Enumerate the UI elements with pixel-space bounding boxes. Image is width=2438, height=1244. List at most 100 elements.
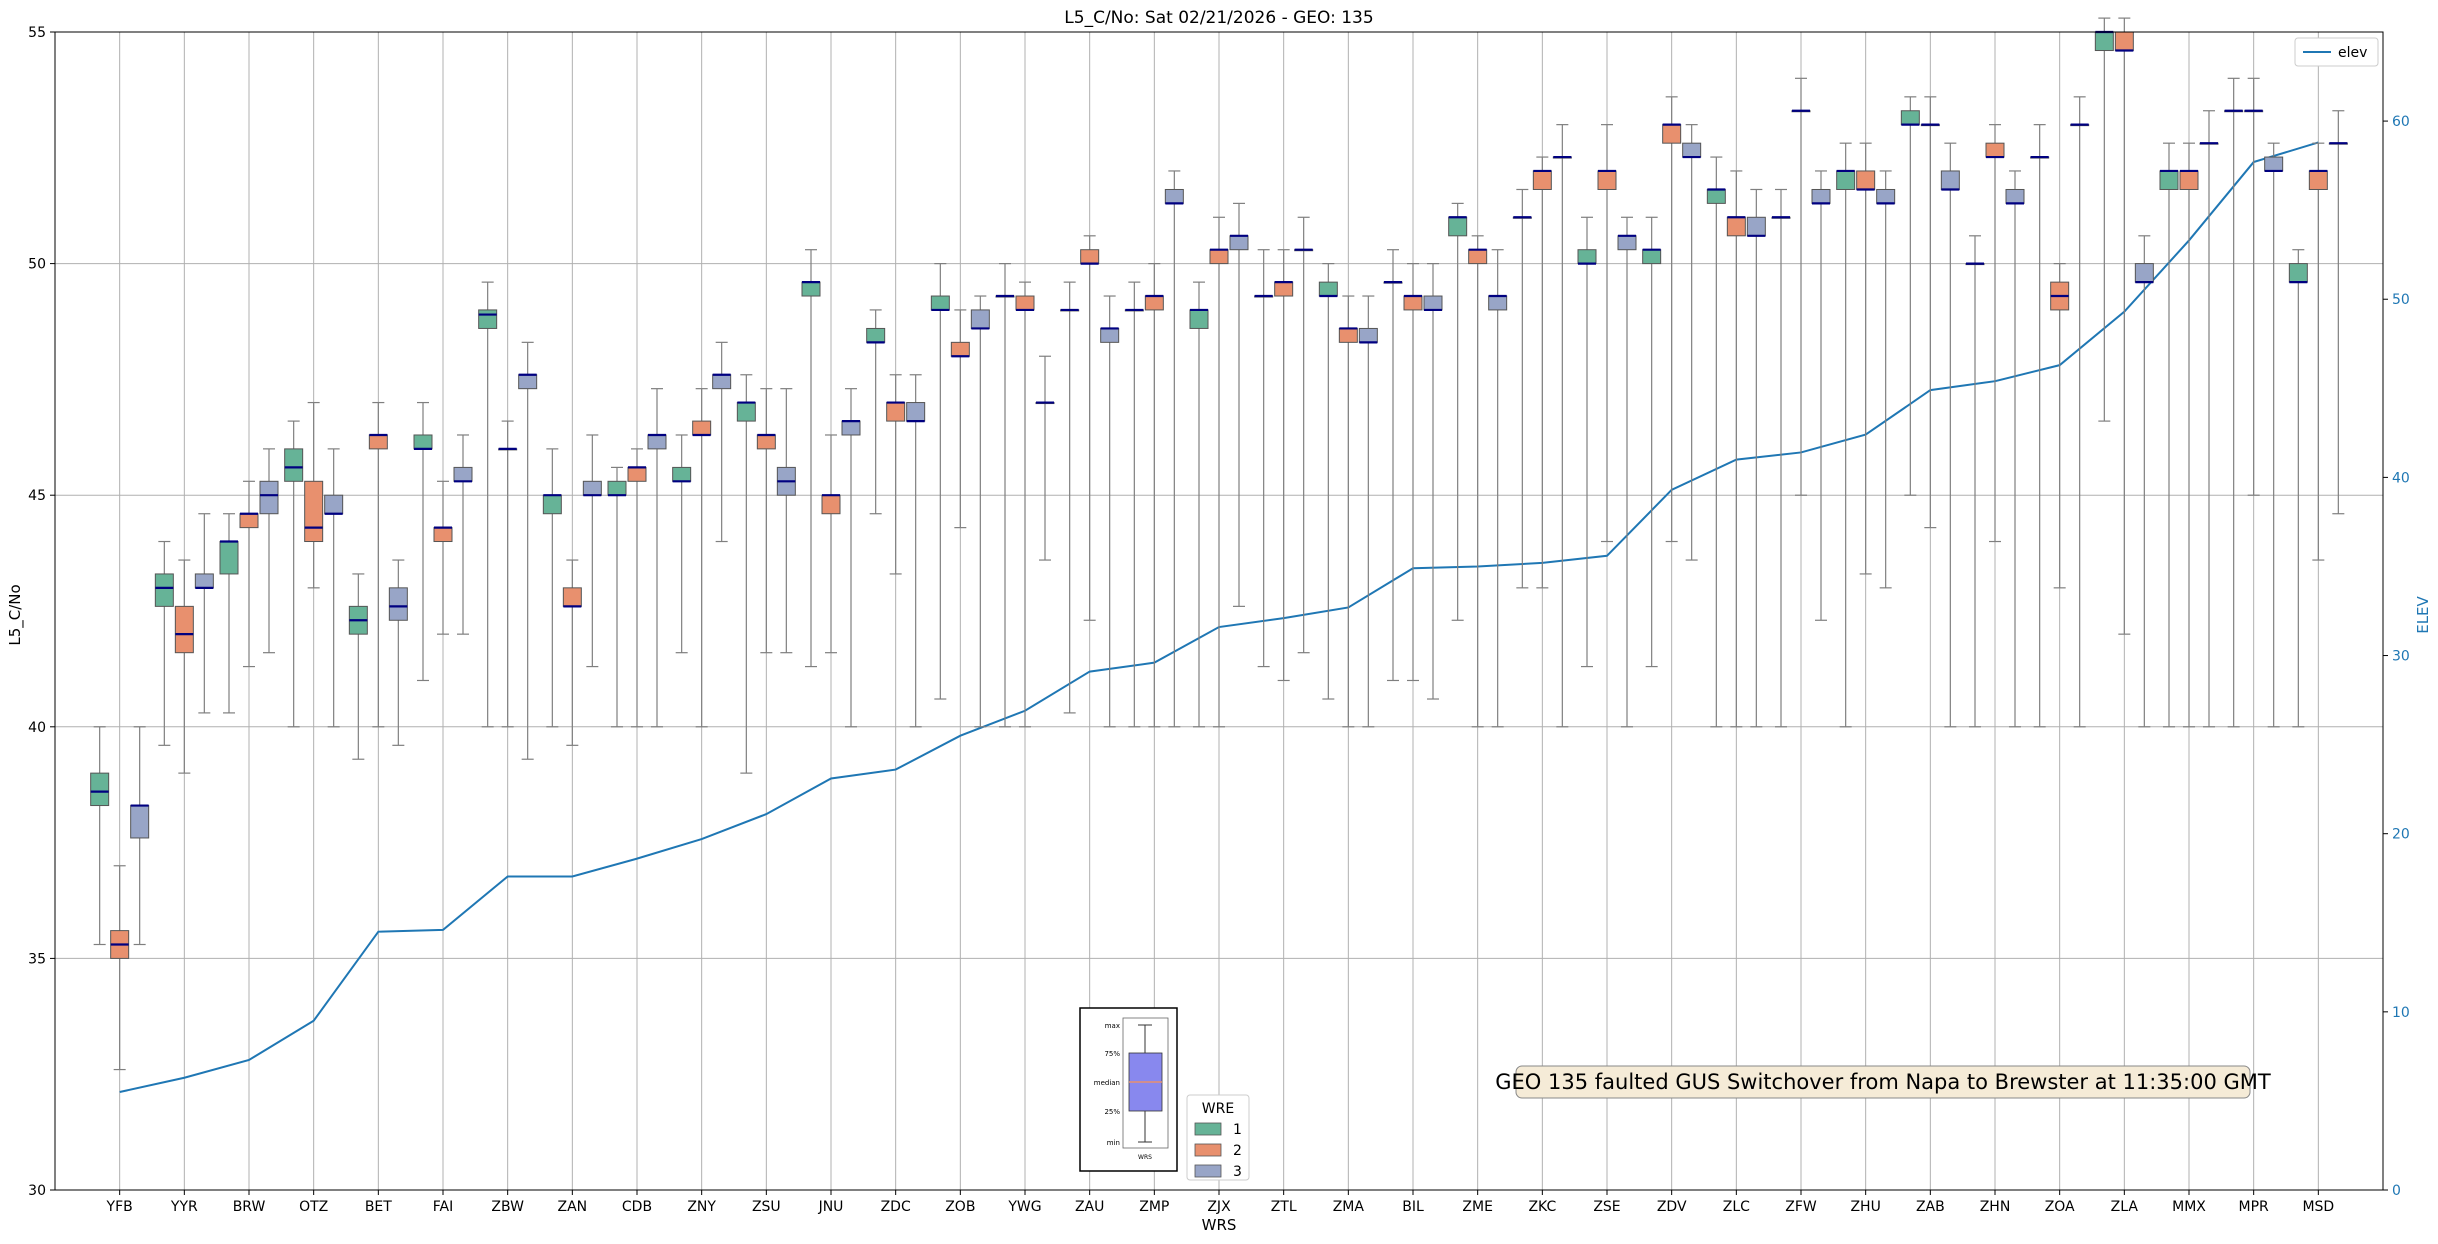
box-wre-3 [906, 402, 926, 422]
x-tick-label: MMX [2172, 1199, 2206, 1215]
inset-label: 75% [1104, 1050, 1120, 1058]
box-wre-3 [647, 434, 667, 450]
box-wre-2 [692, 420, 712, 436]
wre-legend-swatch-2 [1194, 1143, 1222, 1157]
box-wre-3 [582, 480, 602, 496]
box-wre-2 [239, 513, 259, 529]
box-wre-2 [1274, 281, 1294, 297]
box-wre-3 [1876, 188, 1896, 204]
box-wre-2 [1144, 295, 1164, 311]
y2-tick-label: 0 [2392, 1183, 2401, 1199]
box-wre-2 [562, 587, 582, 607]
box-wre-2 [1468, 249, 1488, 265]
x-tick-label: ZMA [1333, 1199, 1365, 1215]
box-wre-3 [518, 374, 538, 390]
x-tick-label: JNU [818, 1199, 844, 1215]
box-wre-2 [1403, 295, 1423, 311]
box-wre-1 [607, 480, 627, 496]
x-tick-label: ZDC [881, 1199, 911, 1215]
y-axis-label: L5_C/No [6, 584, 25, 645]
box-wre-1 [1189, 309, 1209, 329]
x-axis-label: WRS [1202, 1216, 1237, 1234]
box-wre-3 [1617, 235, 1637, 251]
y2-tick-label: 30 [2392, 649, 2410, 665]
wre-legend-title: WRE [1202, 1101, 1234, 1117]
inset-label: max [1105, 1022, 1120, 1030]
x-tick-label: OTZ [299, 1199, 328, 1215]
y-tick-label: 55 [28, 25, 46, 41]
elev-legend-label: elev [2338, 45, 2367, 61]
box-wre-2 [886, 402, 906, 422]
y2-tick-label: 40 [2392, 470, 2410, 486]
wre-legend-label: 3 [1233, 1164, 1242, 1180]
box-wre-3 [1100, 327, 1120, 343]
box-wre-1 [1318, 281, 1338, 297]
x-tick-label: ZBW [491, 1199, 524, 1215]
box-wre-3 [2134, 263, 2154, 283]
box-wre-3 [324, 494, 344, 515]
wre-legend-swatch-1 [1194, 1122, 1222, 1136]
box-wre-2 [368, 434, 388, 450]
x-tick-label: BET [365, 1199, 392, 1215]
x-tick-label: BIL [1402, 1199, 1424, 1215]
x-tick-label: ZLC [1723, 1199, 1750, 1215]
box-wre-3 [130, 805, 150, 839]
box-wre-2 [2308, 170, 2328, 190]
box-wre-2 [1662, 124, 1682, 144]
box-wre-1 [1448, 216, 1468, 237]
y-tick-label: 40 [28, 720, 46, 736]
box-wre-1 [2159, 170, 2179, 190]
box-wre-2 [2114, 31, 2134, 52]
wre-legend-label: 2 [1233, 1143, 1242, 1159]
box-wre-1 [801, 281, 821, 297]
elev-legend-box [2294, 37, 2379, 67]
box-wre-2 [1080, 249, 1100, 265]
x-tick-label: CDB [622, 1199, 652, 1215]
x-tick-label: YWG [1007, 1199, 1041, 1215]
box-wre-1 [930, 295, 950, 311]
box-wre-2 [1597, 170, 1617, 190]
x-tick-label: YFB [106, 1199, 133, 1215]
box-wre-3 [1358, 327, 1378, 343]
x-tick-label: MPR [2239, 1199, 2270, 1215]
box-wre-3 [453, 466, 473, 482]
x-tick-label: ZAB [1916, 1199, 1945, 1215]
box-wre-1 [1900, 110, 1920, 126]
wre-legend-label: 1 [1233, 1122, 1242, 1138]
y-tick-label: 35 [28, 951, 46, 967]
box-wre-2 [1726, 216, 1746, 237]
box-wre-1 [542, 494, 562, 515]
box-wre-2 [821, 494, 841, 515]
x-tick-label: ZAU [1075, 1199, 1104, 1215]
x-tick-label: ZHN [1980, 1199, 2011, 1215]
box-wre-1 [2288, 263, 2308, 283]
box-wre-1 [90, 772, 110, 807]
x-tick-label: ZSU [752, 1199, 781, 1215]
box-wre-3 [1164, 188, 1184, 204]
box-wre-2 [1985, 142, 2005, 158]
annotation-box [1515, 1065, 2251, 1099]
box-wre-2 [627, 466, 647, 482]
inset-xlabel: WRS [1138, 1154, 1152, 1161]
x-tick-label: FAI [433, 1199, 453, 1215]
x-tick-label: ZKC [1528, 1199, 1556, 1215]
annotation-text: GEO 135 faulted GUS Switchover from Napa… [1495, 1070, 2271, 1094]
y2-tick-label: 20 [2392, 827, 2410, 843]
box-wre-1 [1642, 249, 1662, 265]
box-wre-2 [1856, 170, 1876, 190]
box-wre-2 [2179, 170, 2199, 190]
box-wre-3 [259, 480, 279, 515]
box-wre-3 [712, 374, 732, 390]
box-wre-3 [1746, 216, 1766, 237]
box-wre-1 [736, 402, 756, 422]
x-tick-label: YYR [170, 1199, 198, 1215]
x-tick-label: ZFW [1785, 1199, 1817, 1215]
box-wre-3 [970, 309, 990, 329]
y-tick-label: 30 [28, 1183, 46, 1199]
box-wre-1 [672, 466, 692, 482]
y2-tick-label: 50 [2392, 292, 2410, 308]
wre-legend-box [1186, 1094, 1250, 1181]
box-wre-1 [154, 573, 174, 607]
